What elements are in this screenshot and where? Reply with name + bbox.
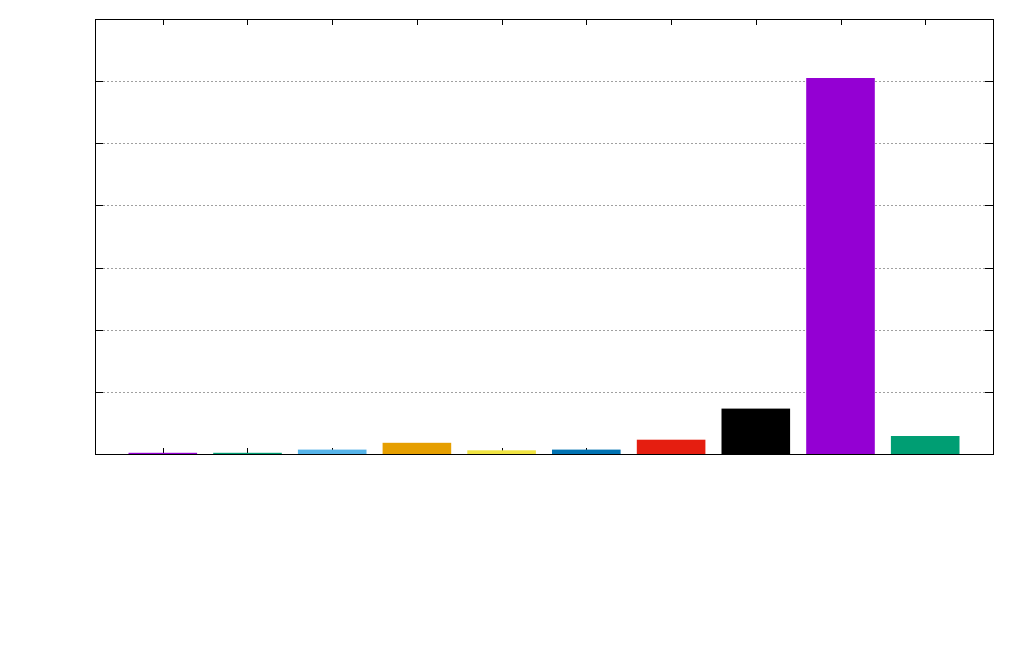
bars [128,78,960,454]
bar-9 [806,78,875,454]
bar-8 [721,408,791,454]
bar-3 [297,449,367,454]
bar-1 [128,452,198,454]
bar-4 [382,442,452,454]
bar-2 [213,452,282,454]
bar-6 [552,449,621,454]
bar-5 [467,450,536,454]
plot-frame [95,19,994,455]
bar-7 [636,439,706,454]
bar-10 [890,436,960,454]
